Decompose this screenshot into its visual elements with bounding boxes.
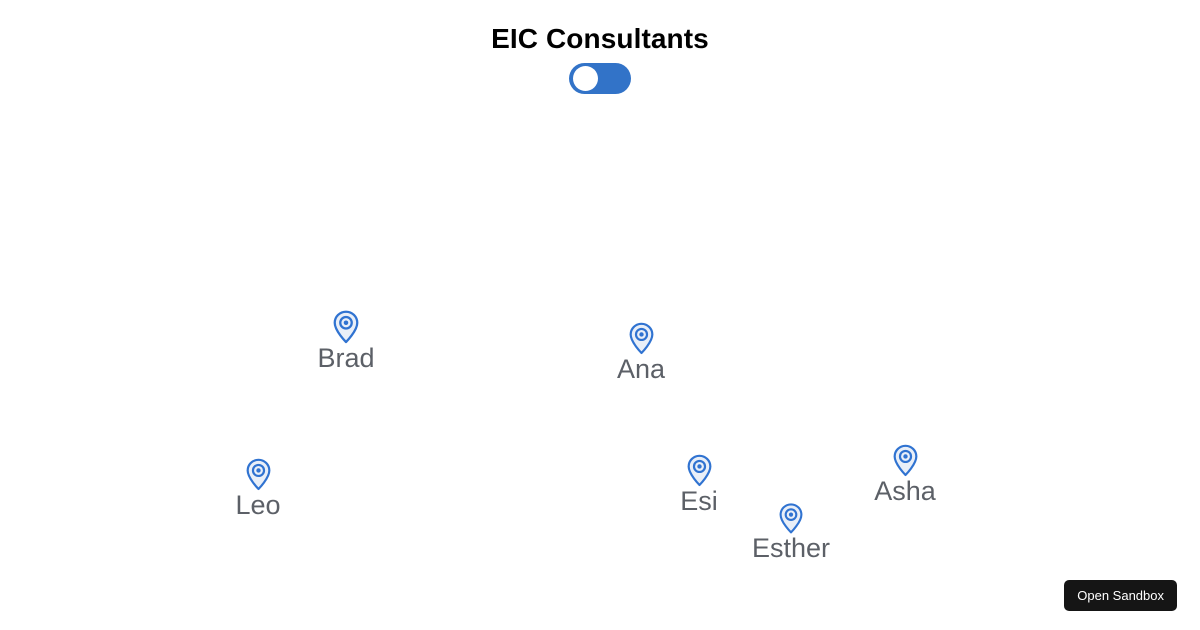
page-title: EIC Consultants (491, 23, 709, 54)
map-marker-label: Ana (616, 354, 666, 384)
map-marker-label: Brad (317, 343, 375, 373)
location-pin-icon (629, 322, 654, 355)
map-marker-label: Esther (751, 533, 831, 563)
toggle-knob (573, 66, 598, 91)
map-marker-leo[interactable]: Leo (178, 458, 338, 520)
map-marker-label: Leo (235, 490, 281, 520)
location-pin-icon (779, 503, 803, 534)
map-marker-brad[interactable]: Brad (266, 310, 426, 373)
map-marker-esther[interactable]: Esther (711, 503, 871, 563)
map-marker-ana[interactable]: Ana (561, 322, 721, 384)
map-marker-asha[interactable]: Asha (825, 444, 985, 506)
location-pin-icon (246, 458, 271, 491)
location-pin-icon (333, 310, 359, 344)
map-marker-label: Asha (874, 476, 936, 506)
open-sandbox-button[interactable]: Open Sandbox (1064, 580, 1177, 611)
location-pin-icon (687, 454, 712, 487)
map-marker-label: Esi (680, 486, 718, 516)
map-marker-esi[interactable]: Esi (619, 454, 779, 516)
header: EIC Consultants (0, 0, 1200, 56)
location-pin-icon (893, 444, 918, 477)
toggle-container (0, 63, 1200, 94)
visibility-toggle[interactable] (569, 63, 631, 94)
